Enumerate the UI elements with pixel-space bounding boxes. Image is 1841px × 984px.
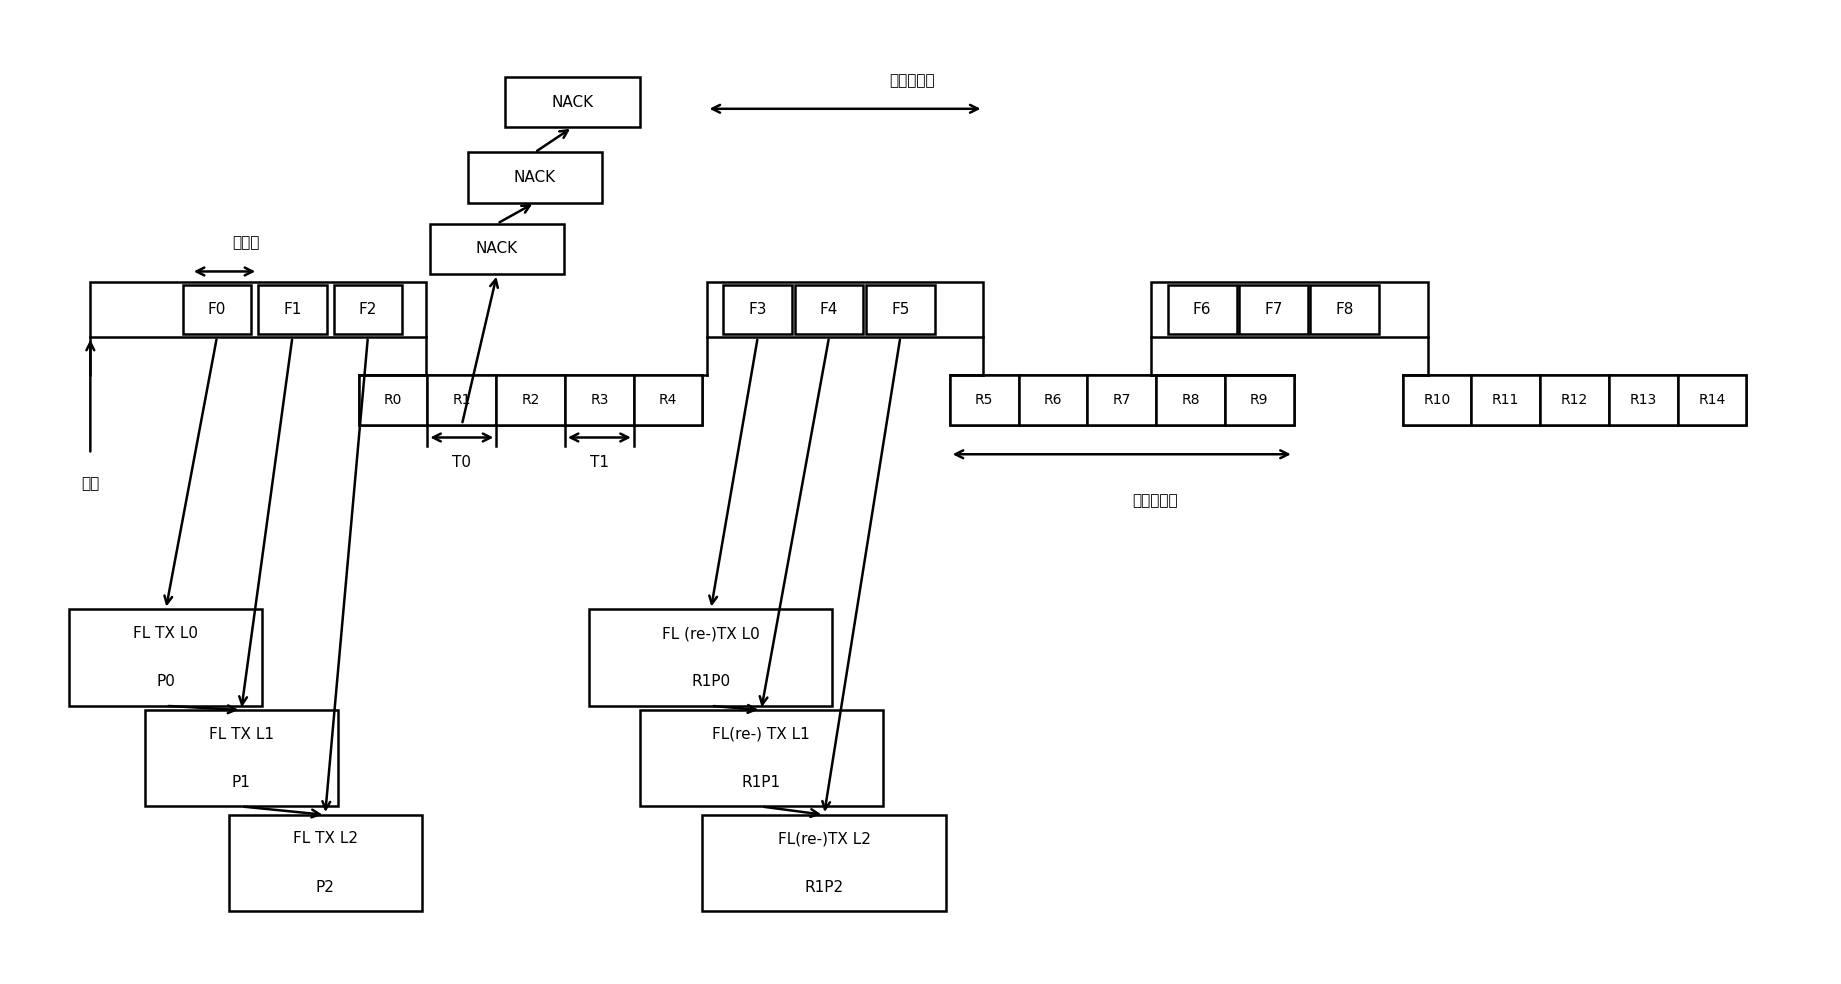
Bar [1156,375,1224,425]
Text: NACK: NACK [477,241,517,256]
Text: R1P1: R1P1 [742,774,781,790]
Text: 物理帧: 物理帧 [232,235,260,251]
Text: R11: R11 [1491,393,1519,406]
Bar [1018,375,1088,425]
Text: F8: F8 [1335,302,1353,317]
Bar [1167,285,1237,335]
Text: R12: R12 [1561,393,1589,406]
Text: 上行传输块: 上行传输块 [1132,493,1178,508]
Bar [1403,375,1747,425]
Bar [1609,375,1677,425]
Bar [1151,282,1429,337]
Bar [589,609,832,706]
Text: NACK: NACK [514,170,556,185]
Text: T1: T1 [589,456,609,470]
Text: R0: R0 [385,393,401,406]
Text: R8: R8 [1182,393,1200,406]
Text: R7: R7 [1112,393,1130,406]
Bar [431,223,563,274]
Bar [703,815,946,911]
Bar [506,77,639,127]
Text: R5: R5 [976,393,994,406]
Bar [359,375,427,425]
Text: F7: F7 [1265,302,1283,317]
Text: F4: F4 [819,302,838,317]
Text: P0: P0 [156,674,175,689]
Text: R13: R13 [1629,393,1657,406]
Text: F0: F0 [208,302,226,317]
Bar [639,710,884,807]
Bar [90,282,425,337]
Text: F2: F2 [359,302,377,317]
Bar [228,815,422,911]
Text: R1P2: R1P2 [805,880,843,894]
Text: F6: F6 [1193,302,1211,317]
Bar [1541,375,1609,425]
Bar [707,282,983,337]
Text: T0: T0 [453,456,471,470]
Text: FL(re-) TX L1: FL(re-) TX L1 [712,726,810,742]
Bar [1239,285,1307,335]
Bar [724,285,792,335]
Bar [145,710,337,807]
Text: FL(re-)TX L2: FL(re-)TX L2 [777,831,871,846]
Text: R10: R10 [1423,393,1451,406]
Text: R6: R6 [1044,393,1062,406]
Bar [1088,375,1156,425]
Text: R1P0: R1P0 [692,674,731,689]
Bar [497,375,565,425]
Bar [258,285,328,335]
Bar [950,375,1294,425]
Text: FL (re-)TX L0: FL (re-)TX L0 [663,626,760,641]
Bar [865,285,935,335]
Text: R4: R4 [659,393,677,406]
Text: FL TX L1: FL TX L1 [208,726,274,742]
Bar [70,609,261,706]
Bar [427,375,497,425]
Bar [1224,375,1294,425]
Text: R1: R1 [453,393,471,406]
Bar [1677,375,1747,425]
Bar [1403,375,1471,425]
Text: FL TX L0: FL TX L0 [133,626,199,641]
Bar [1471,375,1541,425]
Text: FL TX L2: FL TX L2 [293,831,357,846]
Text: F5: F5 [891,302,909,317]
Bar [359,375,703,425]
Text: R3: R3 [591,393,609,406]
Text: P1: P1 [232,774,250,790]
Text: R2: R2 [521,393,539,406]
Bar [633,375,703,425]
Bar [468,153,602,203]
Bar [182,285,252,335]
Text: R9: R9 [1250,393,1268,406]
Text: NACK: NACK [552,94,593,109]
Bar [950,375,1018,425]
Text: F1: F1 [284,302,302,317]
Bar [333,285,403,335]
Bar [565,375,633,425]
Text: F3: F3 [749,302,768,317]
Bar [1311,285,1379,335]
Text: 下行传输块: 下行传输块 [889,74,935,89]
Text: P2: P2 [315,880,335,894]
Text: R14: R14 [1699,393,1725,406]
Text: 前导: 前导 [81,476,99,491]
Bar [795,285,863,335]
